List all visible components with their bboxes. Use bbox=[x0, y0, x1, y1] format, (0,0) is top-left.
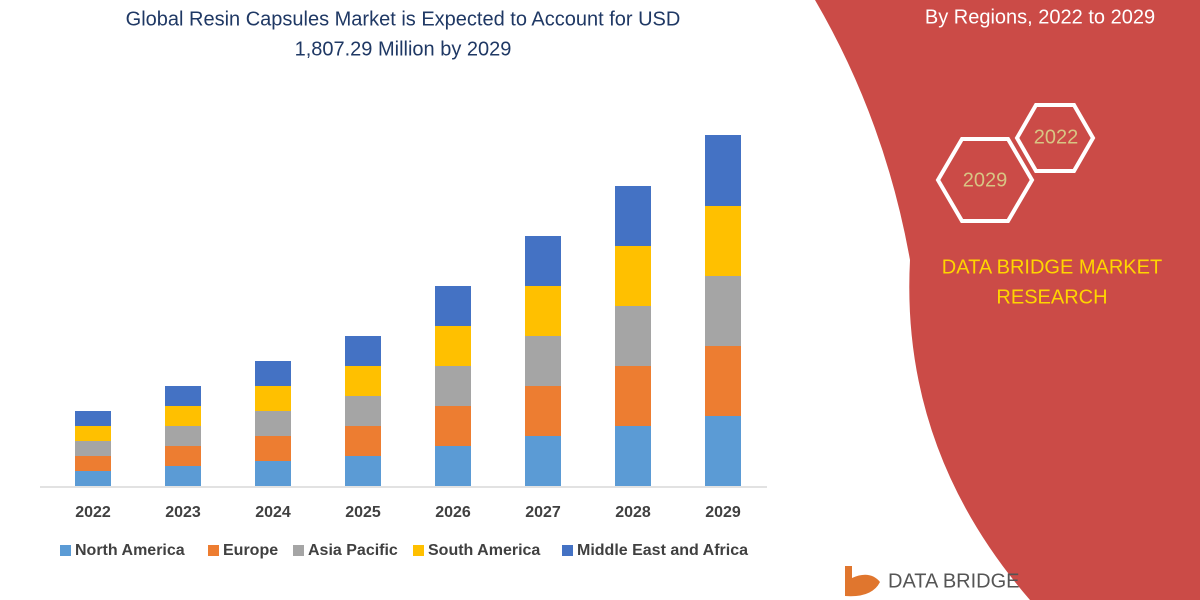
legend-label: Middle East and Africa bbox=[577, 542, 748, 559]
bar-segment bbox=[165, 406, 201, 426]
bar-segment bbox=[255, 386, 291, 411]
bar-segment bbox=[435, 326, 471, 366]
brand-text: RESEARCH bbox=[996, 286, 1107, 308]
legend-swatch bbox=[60, 545, 71, 556]
legend-label: Europe bbox=[223, 542, 278, 559]
bar-segment bbox=[345, 426, 381, 456]
bar-segment bbox=[615, 246, 651, 306]
x-tick-label: 2022 bbox=[75, 504, 111, 521]
x-tick-label: 2023 bbox=[165, 504, 201, 521]
bar-segment bbox=[435, 366, 471, 406]
hexagon bbox=[1014, 103, 1096, 173]
legend-swatch bbox=[562, 545, 573, 556]
hexagon-label: 2022 bbox=[1034, 126, 1079, 148]
bar-segment bbox=[75, 411, 111, 426]
legend-swatch bbox=[413, 545, 424, 556]
bar-segment bbox=[705, 346, 741, 416]
x-tick-label: 2025 bbox=[345, 504, 381, 521]
bar-segment bbox=[525, 286, 561, 336]
bar-segment bbox=[525, 336, 561, 386]
legend-swatch bbox=[293, 545, 304, 556]
logo-icon bbox=[845, 566, 880, 597]
bar-segment bbox=[615, 366, 651, 426]
bar-segment bbox=[435, 406, 471, 446]
bar-segment bbox=[75, 471, 111, 486]
legend-label: South America bbox=[428, 542, 540, 559]
legend-label: North America bbox=[75, 542, 185, 559]
bar-segment bbox=[345, 456, 381, 486]
x-tick-label: 2028 bbox=[615, 504, 651, 521]
bar-segment bbox=[615, 426, 651, 486]
bar-segment bbox=[255, 461, 291, 486]
bar-segment bbox=[705, 276, 741, 346]
x-tick-label: 2027 bbox=[525, 504, 561, 521]
chart-title: Global Resin Capsules Market is Expected… bbox=[126, 8, 681, 30]
bar-segment bbox=[345, 336, 381, 366]
bar-segment bbox=[75, 456, 111, 471]
bar-segment bbox=[615, 186, 651, 246]
hexagon bbox=[935, 137, 1035, 223]
footer-logo: DATA BRIDGE bbox=[888, 570, 1020, 592]
bar-segment bbox=[165, 426, 201, 446]
bar-segment bbox=[255, 411, 291, 436]
side-panel bbox=[815, 0, 1200, 600]
bar-segment bbox=[255, 436, 291, 461]
bar-segment bbox=[345, 396, 381, 426]
bar-segment bbox=[165, 466, 201, 486]
bar-segment bbox=[255, 361, 291, 386]
bar-segment bbox=[525, 236, 561, 286]
panel-subtitle: By Regions, 2022 to 2029 bbox=[925, 6, 1155, 28]
bar-segment bbox=[525, 386, 561, 436]
bar-segment bbox=[525, 436, 561, 486]
legend-label: Asia Pacific bbox=[308, 542, 398, 559]
bar-segment bbox=[705, 135, 741, 206]
x-tick-label: 2026 bbox=[435, 504, 471, 521]
bar-segment bbox=[435, 286, 471, 326]
bar-segment bbox=[435, 446, 471, 486]
bar-segment bbox=[615, 306, 651, 366]
bar-segment bbox=[165, 386, 201, 406]
bar-segment bbox=[75, 441, 111, 456]
hexagon-label: 2029 bbox=[963, 169, 1008, 191]
x-tick-label: 2029 bbox=[705, 504, 741, 521]
bar-segment bbox=[165, 446, 201, 466]
bar-segment bbox=[345, 366, 381, 396]
bar-segment bbox=[75, 426, 111, 441]
chart-title: 1,807.29 Million by 2029 bbox=[295, 38, 512, 60]
brand-text: DATA BRIDGE MARKET bbox=[942, 256, 1162, 278]
x-tick-label: 2024 bbox=[255, 504, 291, 521]
bar-segment bbox=[705, 206, 741, 276]
legend-swatch bbox=[208, 545, 219, 556]
bar-segment bbox=[705, 416, 741, 486]
